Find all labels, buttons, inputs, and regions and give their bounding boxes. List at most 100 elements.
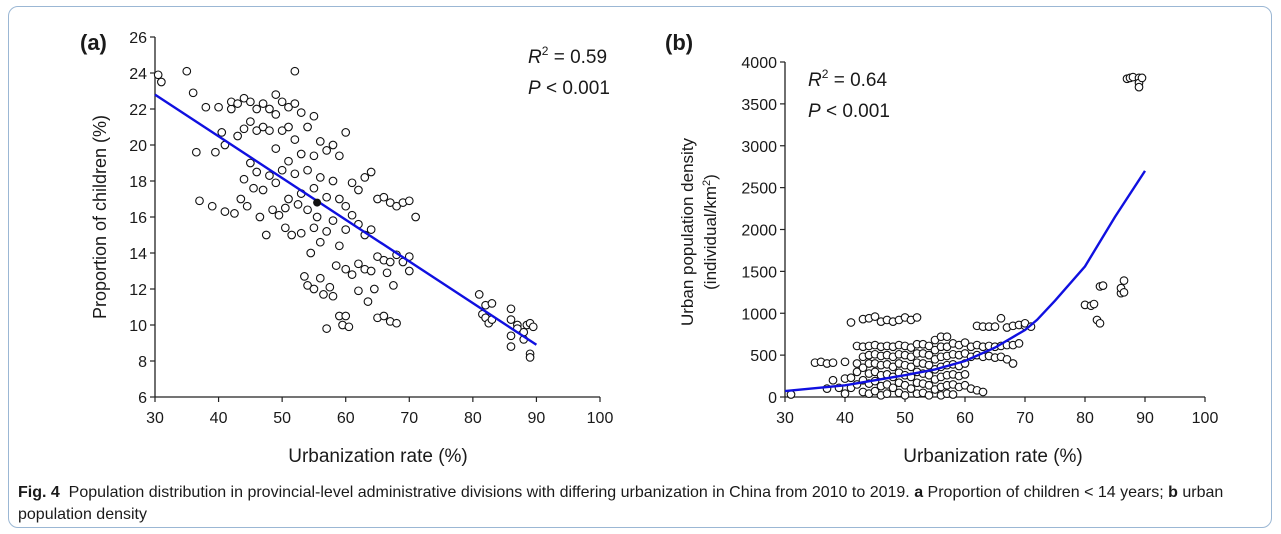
panel-a-x-tick-label: 80 [464, 410, 482, 427]
panel-b-data-point [1095, 318, 1105, 328]
panel-a-data-point [322, 227, 331, 236]
panel-a-data-point [506, 331, 516, 341]
panel-a-data-point [354, 185, 363, 195]
panel-a-data-point [246, 158, 255, 168]
panel-a-data-point [255, 212, 265, 222]
panel-a-data-point [315, 173, 325, 182]
panel-a-data-point [258, 99, 268, 108]
panel-a-data-point [265, 126, 274, 135]
panel-a-x-tick-label: 100 [587, 410, 614, 427]
panel-a-y-tick-label: 16 [129, 210, 147, 227]
panel-a-data-point [373, 252, 382, 261]
panel-a-data-point [284, 102, 293, 112]
panel-b-data-point [846, 318, 856, 327]
panel-a-data-point [226, 104, 236, 114]
panel-b-data-point [960, 370, 970, 379]
panel-a-x-tick-label: 60 [337, 410, 355, 427]
panel-b-data-point [912, 313, 922, 322]
panel-a-y-tick-label: 14 [129, 246, 147, 263]
panel-a-data-point [385, 198, 395, 207]
panel-a-data-point [363, 297, 373, 306]
panel-b-data-point [1098, 281, 1108, 290]
caption-b-label: b [1168, 484, 1178, 501]
panel-a-data-point [322, 192, 331, 202]
panel-a-data-point [379, 192, 389, 202]
panel-b-y-tick-label: 500 [750, 348, 777, 365]
panel-a-data-point [347, 210, 357, 220]
panel-a-data-point [341, 311, 351, 321]
panel-a-y-tick-label: 18 [129, 174, 147, 191]
panel-a-data-point [322, 146, 331, 155]
panel-a-xlabel: Urbanization rate (%) [288, 446, 468, 467]
panel-a-data-point [525, 353, 535, 362]
panel-a-data-point [290, 66, 300, 76]
panel-a-data-point [271, 110, 281, 119]
panel-b-x-tick-label: 30 [776, 410, 794, 427]
panel-b-y-tick-label: 2500 [741, 181, 777, 198]
panel-b-data-point [882, 389, 892, 399]
panel-b-data-point [1002, 354, 1012, 364]
panel-a-data-point [312, 212, 322, 222]
panel-a-data-point [153, 70, 163, 80]
panel-b-data-point [1089, 299, 1099, 309]
panel-a-y-tick-label: 26 [129, 30, 147, 47]
panel-b-x-tick-label: 80 [1076, 410, 1094, 427]
panel-a-data-point [258, 122, 268, 132]
panel-b-data-point [888, 383, 898, 393]
panel-a-data-point [191, 147, 201, 157]
panel-a-y-tick-label: 22 [129, 102, 147, 119]
panel-a-data-point [506, 315, 516, 324]
panel-a-data-point [252, 126, 262, 135]
panel-b-data-point [1134, 82, 1144, 92]
panel-a-data-point [230, 209, 239, 218]
panel-a-data-point [341, 201, 351, 211]
panel-b-data-point [846, 373, 856, 383]
caption-label: Fig. 4 [18, 484, 60, 501]
caption-a-text: Proportion of children < 14 years; [927, 484, 1164, 501]
panel-b-x-tick-label: 100 [1192, 410, 1219, 427]
panel-a-x-tick-label: 70 [400, 410, 418, 427]
panel-b-data-point [924, 350, 934, 360]
panel-b-data-point [1119, 276, 1129, 285]
panel-a-highlight-point [313, 198, 322, 207]
caption-a-label: a [914, 484, 924, 501]
panel-a-data-point [246, 97, 255, 107]
panel-a-data-point [360, 173, 370, 182]
panel-a-data-point [354, 286, 363, 296]
panel-a-data-point [369, 284, 379, 294]
panel-b-x-tick-label: 50 [896, 410, 914, 427]
panel-a-data-point [265, 104, 274, 114]
panel-a-data-point [284, 122, 293, 132]
panel-a-label: (a) [80, 30, 107, 55]
panel-a-data-point [309, 223, 319, 233]
panel-a-data-point [239, 93, 249, 103]
panel-a-data-point [366, 167, 376, 177]
panel-a-data-point [274, 210, 284, 220]
panel-b-data-point [942, 332, 952, 342]
panel-a-data-point [506, 342, 516, 351]
panel-a-data-point [157, 77, 166, 87]
figure-caption: Fig. 4 Population distribution in provin… [18, 482, 1258, 526]
panel-b-y-tick-label: 2000 [741, 223, 777, 240]
panel-a-data-point [335, 194, 344, 204]
panel-b-data-point [1137, 73, 1147, 83]
panel-a-data-point [290, 135, 300, 144]
panel-a-data-point [280, 223, 290, 233]
panel-b-xlabel: Urbanization rate (%) [903, 446, 1083, 467]
panel-b-data-point [924, 390, 934, 400]
panel-a-data-point [303, 205, 312, 215]
panel-a-data-point [325, 282, 335, 292]
panel-a-data-point [201, 102, 211, 112]
panel-b-data-point [906, 384, 916, 393]
panel-a-data-point [341, 225, 351, 234]
panel-a-data-point [315, 273, 325, 283]
panel-b-data-point [924, 341, 934, 351]
panel-b-data-point [858, 363, 868, 373]
panel-b-x-tick-label: 40 [836, 410, 854, 427]
panel-a-data-point [293, 200, 303, 209]
panel-a-data-point [261, 230, 271, 240]
panel-a-data-point [315, 237, 325, 247]
panel-b-data-point [948, 390, 958, 399]
panel-a-r2: R2 = 0.59 [528, 44, 607, 68]
panel-a-data-point [290, 169, 300, 179]
